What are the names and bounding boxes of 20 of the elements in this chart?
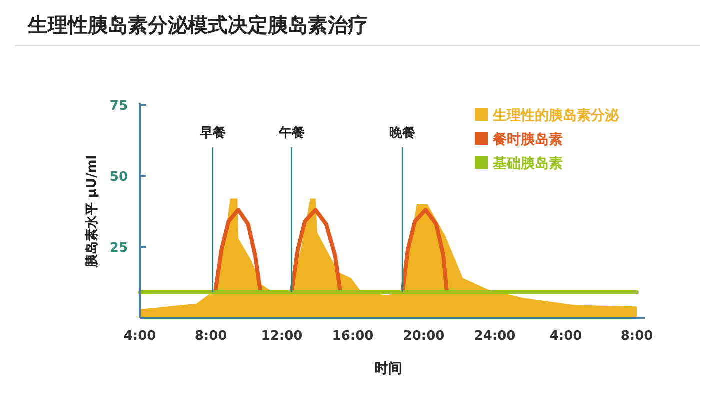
y-tick-label: 50 bbox=[110, 170, 128, 185]
y-axis-title: 胰岛素水平 μU/ml bbox=[84, 155, 100, 269]
x-tick-label: 4:00 bbox=[550, 329, 582, 344]
x-tick-label: 4:00 bbox=[124, 329, 156, 344]
ref-line-label: 晚餐 bbox=[390, 126, 416, 141]
y-tick-label: 75 bbox=[110, 99, 128, 114]
legend-label: 基础胰岛素 bbox=[492, 156, 563, 172]
x-tick-label: 24:00 bbox=[474, 329, 516, 344]
ref-line-label: 早餐 bbox=[198, 126, 226, 141]
x-tick-label: 12:00 bbox=[261, 329, 303, 344]
x-tick-label: 8:00 bbox=[194, 329, 228, 344]
legend-label: 生理性的胰岛素分泌 bbox=[492, 108, 620, 124]
chart-title: 生理性胰岛素分泌模式决定胰岛素治疗 bbox=[27, 13, 368, 37]
y-tick-label: 25 bbox=[110, 241, 128, 256]
x-axis-title: 时间 bbox=[374, 361, 402, 377]
x-tick-label: 20:00 bbox=[403, 329, 445, 344]
x-tick-label: 8:00 bbox=[620, 329, 654, 344]
legend-label: 餐时胰岛素 bbox=[492, 132, 563, 148]
ref-line-label: 午餐 bbox=[278, 126, 305, 141]
x-tick-label: 16:00 bbox=[332, 329, 374, 344]
